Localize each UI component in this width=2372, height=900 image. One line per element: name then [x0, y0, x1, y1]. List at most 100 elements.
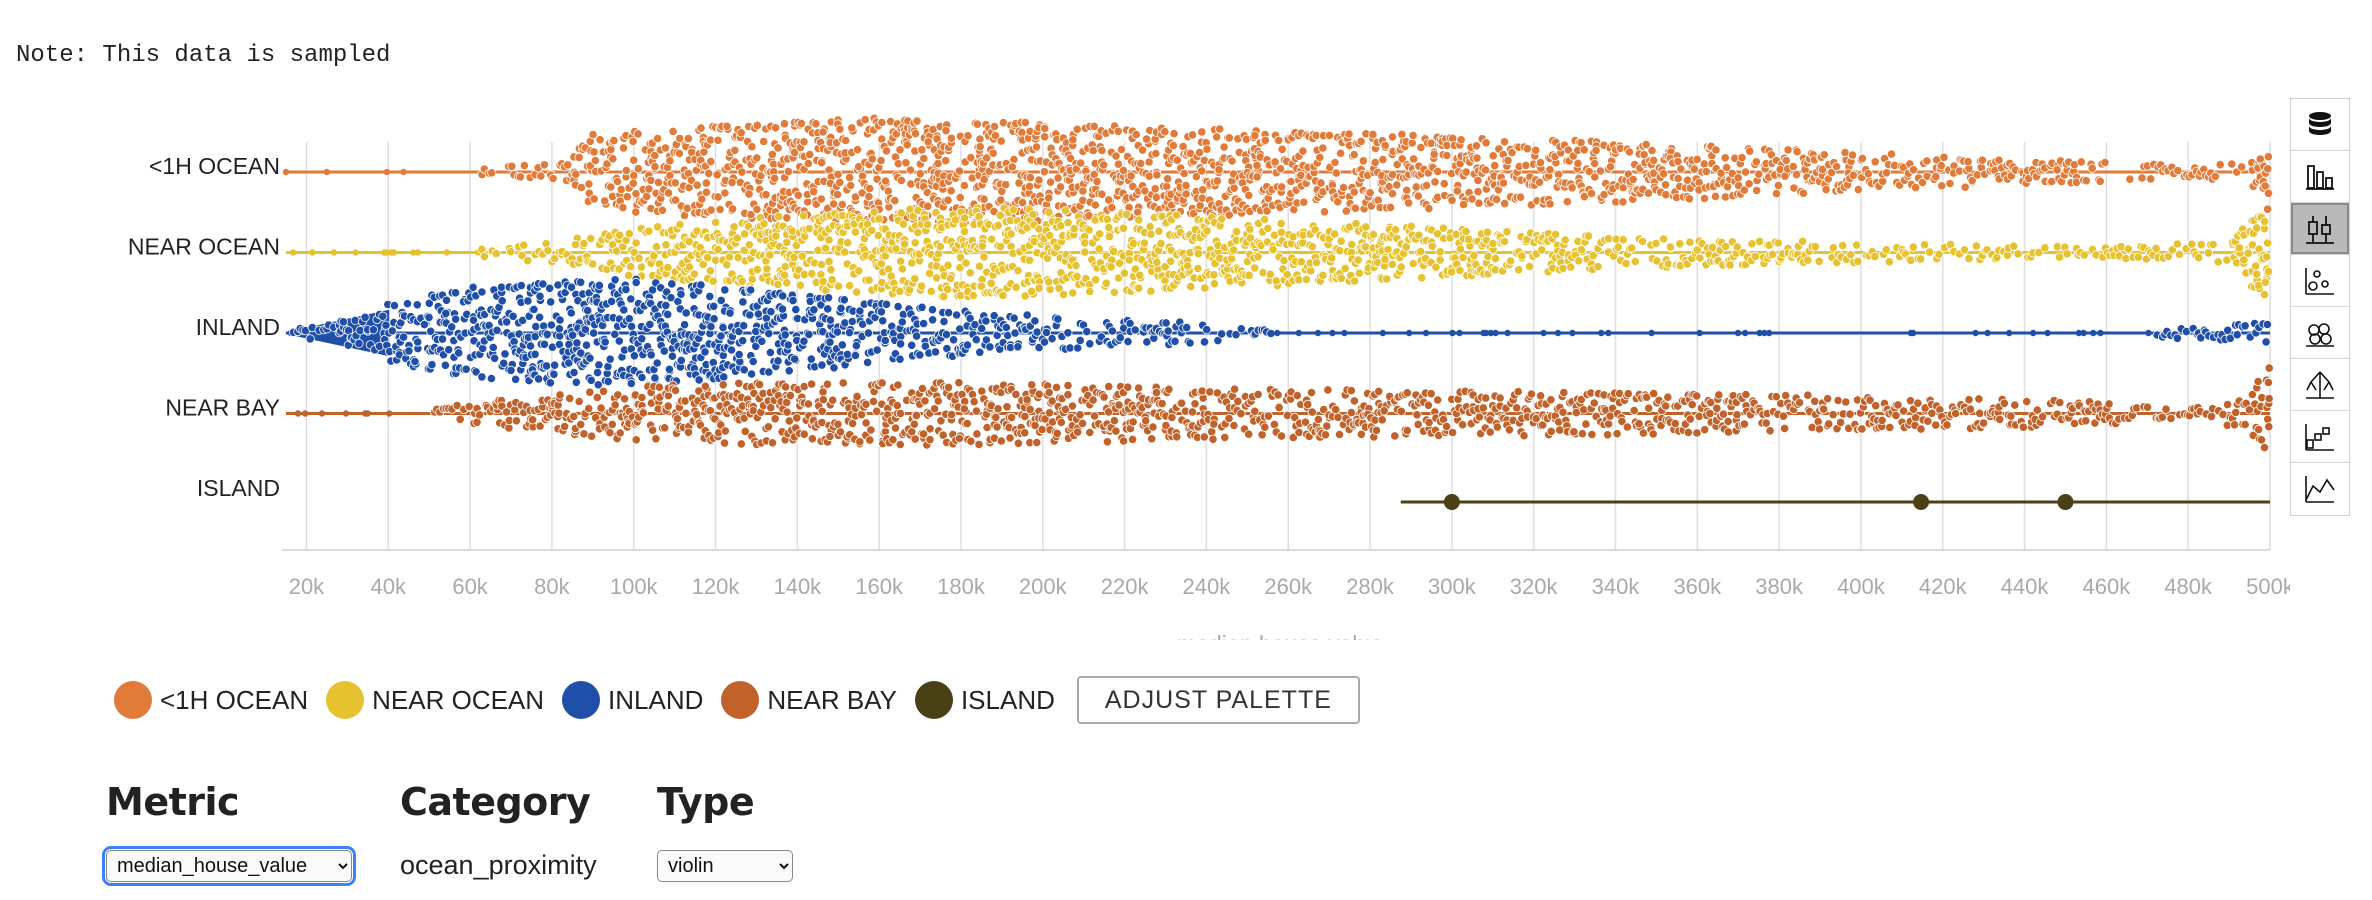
- data-dot: [865, 435, 875, 445]
- data-dot: [549, 369, 559, 379]
- data-dot: [720, 188, 730, 198]
- data-dot: [631, 189, 641, 199]
- data-dot: [1163, 174, 1173, 184]
- data-dot: [1490, 161, 1500, 171]
- data-dot: [618, 143, 629, 153]
- data-dot: [1039, 167, 1050, 177]
- data-dot: [706, 157, 716, 167]
- data-dot: [982, 153, 992, 163]
- data-dot: [1847, 150, 1858, 160]
- data-dot: [491, 248, 501, 259]
- data-dot: [574, 396, 584, 407]
- data-dot: [905, 165, 916, 175]
- data-dot: [546, 320, 557, 330]
- data-dot: [1792, 147, 1802, 157]
- data-dot: [606, 296, 617, 306]
- data-dot: [795, 280, 806, 290]
- data-dot: [1078, 186, 1088, 196]
- data-dot: [1567, 183, 1577, 193]
- data-dot: [1404, 198, 1414, 208]
- data-dot: [704, 168, 714, 179]
- data-dot: [1752, 185, 1762, 196]
- data-dot: [1665, 242, 1676, 252]
- data-dot: [1908, 242, 1918, 252]
- data-dot: [1618, 197, 1628, 207]
- data-dot: [1710, 191, 1721, 202]
- data-dot: [398, 332, 409, 342]
- data-dot: [852, 145, 863, 155]
- data-dot: [1699, 159, 1709, 169]
- data-dot: [791, 305, 801, 315]
- data-dot: [715, 204, 725, 215]
- data-dot: [1044, 277, 1054, 287]
- data-dot: [531, 322, 541, 332]
- data-dot: [2151, 243, 2161, 253]
- data-dot: [1151, 148, 1161, 159]
- data-dot: [856, 410, 867, 420]
- data-dot: [637, 372, 647, 383]
- data-dot: [773, 143, 783, 153]
- data-dot: [1150, 184, 1160, 194]
- data-dot: [413, 337, 423, 347]
- data-dot: [1368, 230, 1379, 240]
- data-dot: [323, 168, 330, 176]
- data-dot: [1102, 214, 1112, 224]
- data-dot: [1185, 338, 1195, 348]
- data-dot: [646, 350, 656, 360]
- data-dot: [619, 394, 630, 404]
- data-dot: [1253, 252, 1263, 262]
- data-dot: [1638, 236, 1648, 246]
- data-dot: [782, 278, 792, 288]
- data-dot: [387, 326, 397, 336]
- data-dot: [893, 380, 903, 390]
- data-dot: [684, 262, 695, 272]
- data-dot: [2263, 164, 2273, 174]
- data-dot: [663, 309, 673, 319]
- data-dot: [1118, 223, 1129, 233]
- data-dot: [1910, 329, 1917, 337]
- data-dot: [981, 316, 991, 326]
- data-dot: [1354, 268, 1365, 278]
- data-dot: [1870, 252, 1880, 262]
- data-dot: [702, 253, 713, 263]
- data-dot: [1075, 335, 1085, 345]
- data-dot: [1047, 334, 1057, 344]
- data-dot: [720, 285, 730, 295]
- data-dot: [1274, 135, 1284, 146]
- data-dot: [825, 337, 835, 347]
- data-dot: [851, 287, 862, 297]
- data-dot: [946, 186, 956, 196]
- data-dot: [410, 356, 420, 367]
- x-tick-label: 380k: [1755, 574, 1804, 599]
- data-dot: [631, 238, 641, 248]
- data-dot: [645, 319, 655, 329]
- data-dot: [1380, 140, 1390, 151]
- data-dot: [651, 434, 661, 444]
- data-dot: [1488, 151, 1498, 161]
- data-dot: [803, 158, 814, 169]
- data-dot: [660, 423, 670, 433]
- data-dot: [854, 266, 864, 276]
- data-dot: [1504, 329, 1511, 337]
- data-dot: [1798, 236, 1808, 246]
- data-dot: [555, 315, 565, 325]
- data-dot: [790, 354, 800, 364]
- data-dot: [868, 396, 879, 406]
- data-dot: [1781, 155, 1791, 166]
- data-dot: [822, 379, 833, 389]
- data-dot: [689, 269, 700, 279]
- data-dot: [1107, 203, 1117, 213]
- data-dot: [842, 349, 853, 359]
- data-dot: [1881, 245, 1891, 255]
- data-dot: [1750, 251, 1761, 261]
- data-dot: [1473, 187, 1483, 197]
- data-dot: [1696, 329, 1703, 337]
- data-dot: [863, 328, 874, 338]
- data-dot: [572, 338, 582, 348]
- data-dot: [1080, 247, 1090, 257]
- data-dot: [1085, 339, 1095, 349]
- data-dot: [998, 290, 1008, 301]
- data-dot: [738, 297, 748, 307]
- data-dot: [1737, 153, 1747, 163]
- data-dot: [676, 289, 686, 299]
